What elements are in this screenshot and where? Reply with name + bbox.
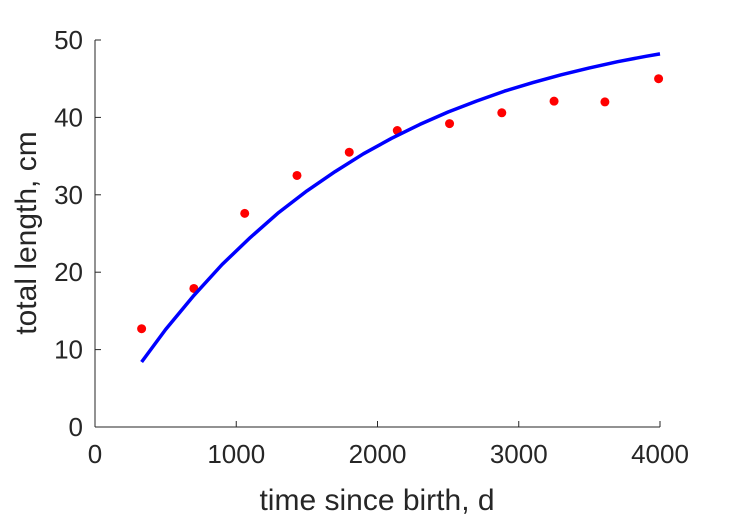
- y-tick-label: 50: [54, 25, 83, 55]
- x-tick-label: 4000: [631, 439, 689, 469]
- data-point: [549, 96, 559, 106]
- y-tick-label: 40: [54, 102, 83, 132]
- y-tick-label: 30: [54, 180, 83, 210]
- data-point: [292, 170, 302, 180]
- x-tick-label: 3000: [490, 439, 548, 469]
- data-point: [654, 74, 664, 84]
- fit-curve: [140, 52, 661, 364]
- y-tick-label: 0: [69, 412, 83, 442]
- y-tick-label: 10: [54, 335, 83, 365]
- x-tick-label: 2000: [349, 439, 407, 469]
- data-point: [497, 108, 507, 118]
- data-point: [344, 147, 354, 157]
- y-tick-label: 20: [54, 257, 83, 287]
- data-point: [137, 324, 147, 334]
- y-axis-label: total length, cm: [10, 131, 43, 334]
- x-tick-label: 1000: [207, 439, 265, 469]
- plot-marks: [137, 52, 664, 364]
- data-point: [240, 208, 250, 218]
- x-tick-label: 0: [88, 439, 102, 469]
- axes: 0 1000 2000 3000 4000 0 10 20 30 40 50: [54, 25, 689, 469]
- data-point: [600, 97, 610, 107]
- x-axis-label: time since birth, d: [259, 484, 494, 517]
- data-point: [445, 119, 455, 129]
